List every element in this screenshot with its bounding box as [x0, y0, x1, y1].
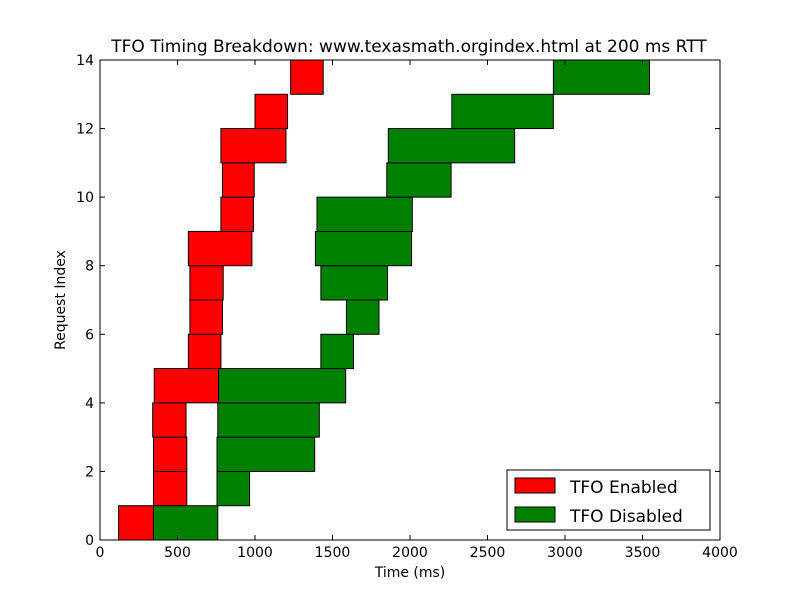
- y-tick-label-2: 2: [85, 464, 94, 480]
- bar-tfo-disabled-8: [314, 230, 413, 267]
- y-tick-label-0: 0: [85, 533, 94, 549]
- bar-tfo-enabled-9: [220, 196, 254, 232]
- legend: TFO Enabled TFO Disabled: [506, 469, 711, 531]
- x-tick-label-1000: 1000: [237, 545, 273, 561]
- bar-tfo-disabled-0: [152, 505, 219, 541]
- bar-tfo-disabled-3: [217, 402, 320, 438]
- y-tick-label-4: 4: [85, 396, 94, 412]
- bar-tfo-disabled-10: [386, 162, 452, 198]
- bar-tfo-disabled-6: [345, 299, 380, 335]
- x-tick-label-1500: 1500: [315, 545, 351, 561]
- bar-tfo-disabled-1: [216, 470, 251, 507]
- y-tick-label-10: 10: [76, 190, 94, 206]
- bar-tfo-enabled-1: [152, 470, 188, 507]
- x-tick-label-500: 500: [164, 545, 191, 561]
- x-tick-label-2000: 2000: [392, 545, 428, 561]
- bar-tfo-disabled-11: [387, 128, 516, 164]
- bar-tfo-disabled-12: [451, 93, 554, 130]
- x-tick-label-3500: 3500: [625, 545, 661, 561]
- bar-tfo-enabled-6: [189, 299, 223, 335]
- bar-tfo-enabled-4: [153, 368, 220, 404]
- y-tick-label-12: 12: [76, 122, 94, 138]
- bar-tfo-disabled-13: [552, 59, 650, 95]
- legend-label-tfo-enabled: TFO Enabled: [569, 478, 678, 498]
- bar-tfo-disabled-5: [320, 333, 354, 370]
- y-tick-label-14: 14: [76, 53, 94, 69]
- bar-tfo-disabled-2: [216, 436, 316, 472]
- bar-tfo-enabled-3: [152, 402, 187, 438]
- x-tick-label-4000: 4000: [702, 545, 738, 561]
- y-tick-label-8: 8: [85, 259, 94, 275]
- bar-tfo-enabled-5: [187, 333, 222, 370]
- bar-tfo-enabled-7: [189, 265, 224, 301]
- legend-swatch-tfo-enabled: [514, 477, 556, 494]
- legend-swatch-tfo-disabled: [514, 506, 556, 523]
- x-tick-label-0: 0: [96, 545, 105, 561]
- x-tick-label-3000: 3000: [547, 545, 583, 561]
- y-tick-label-6: 6: [85, 327, 94, 343]
- bar-tfo-enabled-2: [152, 436, 188, 472]
- legend-label-tfo-disabled: TFO Disabled: [569, 507, 683, 527]
- bar-tfo-enabled-8: [187, 230, 253, 267]
- bar-tfo-enabled-12: [254, 93, 289, 130]
- bar-tfo-disabled-4: [218, 368, 347, 404]
- bar-tfo-enabled-11: [220, 128, 287, 164]
- y-axis-label: Request Index: [53, 250, 69, 350]
- bar-tfo-disabled-7: [320, 265, 389, 301]
- bars-layer: [118, 59, 650, 541]
- chart-title: TFO Timing Breakdown: www.texasmath.orgi…: [110, 37, 707, 57]
- bar-tfo-enabled-0: [118, 505, 154, 541]
- x-tick-label-2500: 2500: [470, 545, 506, 561]
- bar-tfo-enabled-13: [290, 59, 324, 95]
- x-axis-ticks: 0 500 1000 1500 2000 2500 3000 3500 4000: [96, 60, 738, 561]
- y-axis-ticks: 0 2 4 6 8 10 12 14: [76, 53, 720, 549]
- bar-tfo-enabled-10: [221, 162, 255, 198]
- bar-tfo-disabled-9: [316, 196, 413, 232]
- x-axis-label: Time (ms): [374, 565, 446, 581]
